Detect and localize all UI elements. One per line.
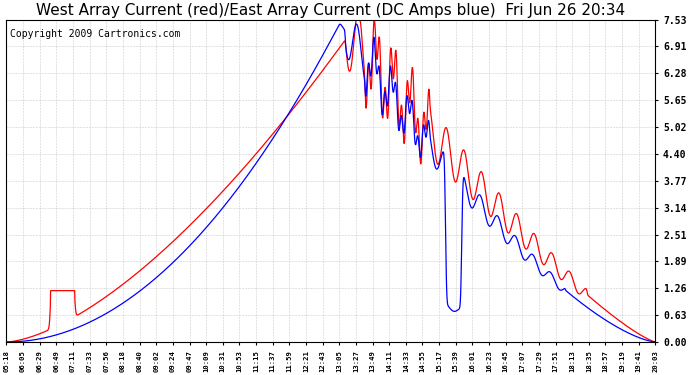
Title: West Array Current (red)/East Array Current (DC Amps blue)  Fri Jun 26 20:34: West Array Current (red)/East Array Curr… — [37, 3, 626, 18]
Text: Copyright 2009 Cartronics.com: Copyright 2009 Cartronics.com — [10, 29, 180, 39]
